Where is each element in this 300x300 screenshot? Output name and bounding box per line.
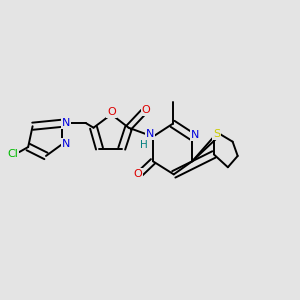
Text: O: O [133,169,142,179]
Text: N: N [191,130,200,140]
Text: H: H [140,140,147,150]
Text: N: N [146,129,154,139]
Text: O: O [107,107,116,117]
Text: S: S [213,129,220,139]
Text: N: N [62,139,70,149]
Text: N: N [62,118,70,128]
Text: O: O [142,106,150,116]
Text: Cl: Cl [7,148,18,159]
